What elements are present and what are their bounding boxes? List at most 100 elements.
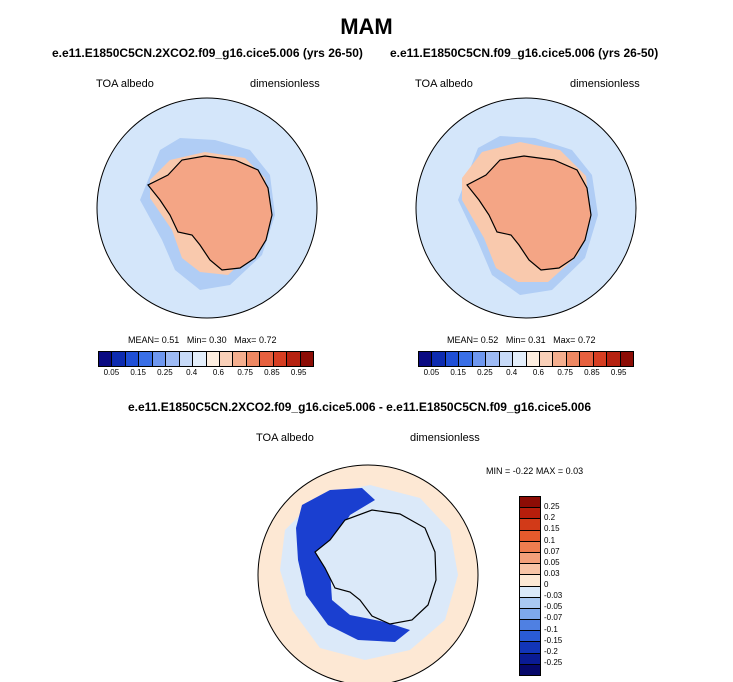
left-colorbar-swatch xyxy=(179,352,194,366)
diff-colorbar-swatch xyxy=(520,530,540,542)
left-colorbar-swatch xyxy=(219,352,234,366)
right-panel-case-title: e.e11.E1850C5CN.f09_g16.cice5.006 (yrs 2… xyxy=(390,46,659,60)
right-colorbar-swatch xyxy=(432,352,446,366)
right-colorbar-swatch xyxy=(472,352,487,366)
diff-colorbar-swatch xyxy=(520,653,540,665)
left-mean-value: 0.51 xyxy=(161,335,180,345)
left-colorbar-swatch xyxy=(206,352,220,366)
right-colorbar-swatch xyxy=(607,352,621,366)
figure-title: MAM xyxy=(340,14,393,39)
left-panel-units: dimensionless xyxy=(250,78,320,90)
left-antarctica xyxy=(147,155,273,271)
left-min-label: Min= xyxy=(186,335,207,345)
left-colorbar-tick-label: 0.6 xyxy=(212,368,224,377)
left-colorbar xyxy=(98,351,314,367)
diff-max-value: 0.03 xyxy=(565,466,584,476)
left-colorbar-tick-label: 0.85 xyxy=(264,368,280,377)
diff-colorbar xyxy=(519,496,541,676)
diff-colorbar-swatch xyxy=(520,508,540,520)
diff-colorbar-swatch xyxy=(520,564,540,576)
diff-colorbar-swatch xyxy=(520,642,540,654)
left-colorbar-swatch xyxy=(260,352,274,366)
diff-colorbar-swatch xyxy=(520,597,540,609)
right-colorbar-tick-label: 0.85 xyxy=(584,368,600,377)
right-max-label: Max= xyxy=(553,335,576,345)
right-colorbar-swatch xyxy=(566,352,581,366)
diff-max-label: MAX = xyxy=(535,466,564,476)
diff-panel-case-title: e.e11.E1850C5CN.2XCO2.f09_g16.cice5.006 … xyxy=(128,400,591,414)
left-colorbar-tick-label: 0.25 xyxy=(157,368,173,377)
left-colorbar-tick-label: 0.95 xyxy=(290,368,307,377)
right-panel-units: dimensionless xyxy=(570,78,640,90)
right-mean-value: 0.52 xyxy=(480,335,499,345)
left-stats: MEAN= 0.51 Min= 0.30 Max= 0.72 xyxy=(128,335,276,345)
diff-panel-units: dimensionless xyxy=(410,432,480,444)
left-colorbar-swatch xyxy=(287,352,301,366)
diff-colorbar-tick-label: -0.03 xyxy=(544,591,563,601)
right-colorbar-swatch xyxy=(526,352,540,366)
diff-colorbar-tick-label: 0.1 xyxy=(544,535,556,545)
diff-colorbar-swatch xyxy=(520,608,540,621)
right-max-value: 0.72 xyxy=(577,335,596,345)
diff-colorbar-tick-label: -0.05 xyxy=(544,602,563,612)
left-colorbar-swatch xyxy=(112,352,126,366)
diff-colorbar-tick-label: 0.05 xyxy=(544,557,560,567)
right-colorbar-tick-label: 0.4 xyxy=(506,368,518,377)
left-min-value: 0.30 xyxy=(209,335,227,345)
right-colorbar-swatch xyxy=(580,352,594,366)
left-colorbar-swatch xyxy=(193,352,207,366)
left-colorbar-swatch xyxy=(300,352,313,366)
left-colorbar-tick-label: 0.75 xyxy=(237,368,253,377)
diff-colorbar-tick-label: 0.15 xyxy=(544,524,560,534)
left-colorbar-swatch xyxy=(139,352,153,366)
diff-colorbar-tick-label: 0 xyxy=(544,580,549,589)
diff-colorbar-swatch xyxy=(520,552,540,565)
diff-ice-loss xyxy=(296,488,410,642)
right-colorbar-swatch xyxy=(486,352,500,366)
diff-colorbar-tick-label: 0.03 xyxy=(544,568,560,578)
right-colorbar-tick-label: 0.95 xyxy=(610,368,627,377)
right-colorbar-swatch xyxy=(539,352,554,366)
diff-colorbar-swatch xyxy=(520,586,540,598)
right-colorbar-swatch xyxy=(499,352,514,366)
diff-panel-variable: TOA albedo xyxy=(256,432,314,444)
left-mean-label: MEAN= xyxy=(128,335,160,345)
right-min-value: 0.31 xyxy=(528,335,546,345)
left-max-value: 0.72 xyxy=(258,335,277,345)
right-panel-variable: TOA albedo xyxy=(415,78,473,90)
right-colorbar-tick-label: 0.15 xyxy=(450,368,466,377)
left-panel-variable: TOA albedo xyxy=(96,78,154,90)
right-colorbar-tick-label: 0.25 xyxy=(477,368,493,377)
right-colorbar-tick-label: 0.6 xyxy=(532,368,544,377)
diff-colorbar-tick-label: -0.2 xyxy=(544,646,558,656)
left-colorbar-swatch xyxy=(273,352,288,366)
left-colorbar-swatch xyxy=(233,352,247,366)
left-map xyxy=(97,98,317,318)
right-mean-label: MEAN= xyxy=(447,335,479,345)
diff-colorbar-swatch xyxy=(520,631,540,643)
right-map xyxy=(416,98,636,318)
diff-colorbar-tick-label: -0.07 xyxy=(544,613,563,623)
diff-colorbar-tick-label: -0.1 xyxy=(544,624,558,634)
left-colorbar-swatch xyxy=(99,352,113,366)
diff-map xyxy=(258,465,478,682)
right-colorbar-swatch xyxy=(620,352,633,366)
diff-colorbar-tick-label: -0.25 xyxy=(544,657,563,667)
left-colorbar-swatch xyxy=(166,352,180,366)
diff-colorbar-tick-label: 0.2 xyxy=(544,513,556,523)
diff-colorbar-swatch xyxy=(520,519,540,531)
diff-colorbar-swatch xyxy=(520,620,540,632)
right-colorbar-swatch xyxy=(553,352,567,366)
diff-colorbar-swatch xyxy=(520,575,540,587)
right-colorbar-swatch xyxy=(459,352,473,366)
diff-stats: MIN = -0.22 MAX = 0.03 xyxy=(486,466,583,476)
diff-colorbar-swatch xyxy=(520,541,540,553)
diff-colorbar-swatch xyxy=(520,497,540,509)
right-colorbar-tick-label: 0.75 xyxy=(557,368,573,377)
diff-colorbar-swatch xyxy=(520,664,540,675)
right-colorbar-tick-label: 0.05 xyxy=(423,368,440,377)
right-min-label: Min= xyxy=(505,335,526,345)
right-colorbar-swatch xyxy=(419,352,433,366)
right-colorbar-swatch xyxy=(445,352,460,366)
